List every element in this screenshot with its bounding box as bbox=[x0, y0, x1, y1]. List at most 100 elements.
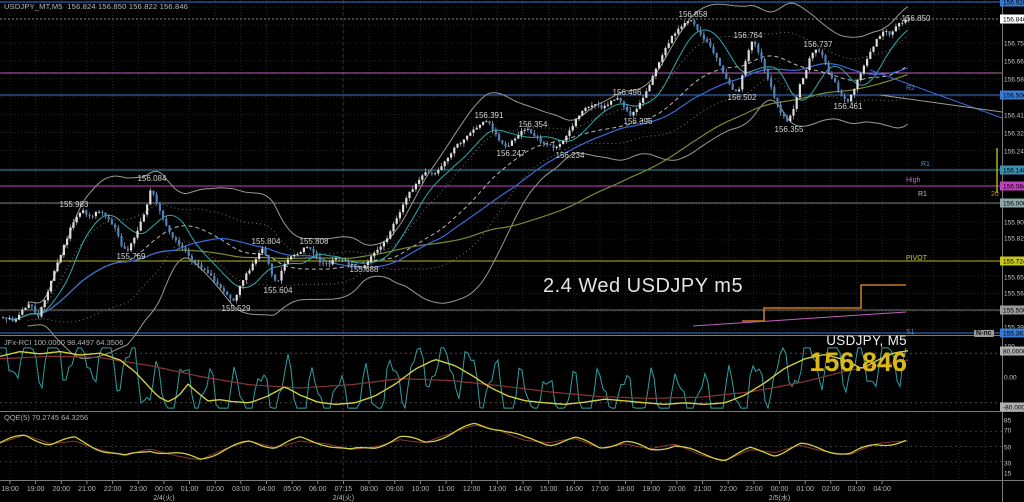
candle-body bbox=[18, 314, 21, 320]
candle-body bbox=[398, 212, 401, 219]
candle-body bbox=[507, 145, 510, 147]
candle-body bbox=[821, 51, 824, 56]
candle-body bbox=[571, 126, 574, 131]
price-axis-highlight-box bbox=[1000, 198, 1024, 208]
candle-body bbox=[219, 284, 222, 289]
qqe-indicator-label: QQE(5) 70.2745 64.3256 bbox=[4, 413, 89, 422]
bollinger-upper-inner bbox=[27, 31, 908, 310]
swing-price-label: 155.983 bbox=[60, 200, 89, 209]
candle-body bbox=[203, 268, 206, 271]
candle-body bbox=[558, 144, 561, 147]
candle-body bbox=[626, 106, 629, 111]
candle-body bbox=[347, 260, 350, 266]
candle-body bbox=[530, 129, 533, 134]
candle-body bbox=[686, 21, 689, 24]
time-axis-label: 20:00 bbox=[668, 486, 686, 493]
candle-body bbox=[706, 39, 709, 42]
bollinger-upper bbox=[27, 2, 908, 304]
price-axis-label: 0.00 bbox=[1004, 375, 1017, 382]
quote-box: USDJPY, M5 156.846 bbox=[809, 333, 907, 376]
price-axis-highlight-value: 155.500 bbox=[1003, 308, 1024, 315]
candle-body bbox=[731, 83, 734, 90]
pivot-side-label: PIVOT bbox=[906, 255, 928, 262]
candle-body bbox=[235, 294, 238, 301]
candle-body bbox=[482, 121, 485, 125]
price-axis-highlight-box bbox=[1000, 328, 1024, 338]
candle-body bbox=[178, 240, 181, 245]
candle-body bbox=[149, 190, 152, 205]
price-axis[interactable]: 156.750 156.665 156.580 156.410 156.325 156.2… bbox=[906, 0, 1024, 478]
time-axis-label: 03:00 bbox=[848, 486, 866, 493]
candle-body bbox=[475, 127, 478, 130]
time-axis-label: 12:00 bbox=[463, 486, 481, 493]
candle-body bbox=[280, 270, 283, 281]
candle-body bbox=[366, 261, 369, 266]
candle-body bbox=[328, 263, 331, 265]
candle-body bbox=[46, 291, 49, 301]
candle-body bbox=[834, 77, 837, 83]
candle-body bbox=[491, 123, 494, 130]
candle-body bbox=[811, 52, 814, 59]
price-axis-highlight-value: 156.846 bbox=[1003, 17, 1024, 24]
candle-body bbox=[370, 256, 373, 262]
candle-body bbox=[350, 264, 353, 266]
candle-body bbox=[533, 133, 536, 137]
time-axis-label: 23:00 bbox=[129, 486, 147, 493]
price-axis-highlight-box bbox=[1000, 402, 1024, 412]
candle-body bbox=[306, 247, 309, 249]
price-axis-label: 156.240 bbox=[1004, 149, 1024, 156]
candle-body bbox=[574, 119, 577, 127]
candle-body bbox=[674, 33, 677, 36]
candle-body bbox=[587, 107, 590, 108]
price-axis-highlight-value: 156.084 bbox=[1003, 184, 1024, 191]
candle-body bbox=[50, 280, 53, 292]
price-axis-highlight-value: 155.361 bbox=[1003, 331, 1024, 338]
candle-body bbox=[245, 273, 248, 281]
candle-body bbox=[677, 28, 680, 34]
time-axis-label: 13:00 bbox=[489, 486, 507, 493]
candle-body bbox=[200, 264, 203, 269]
watermark-label: N-nc bbox=[974, 330, 994, 337]
candle-body bbox=[459, 143, 462, 145]
candle-body bbox=[763, 59, 766, 70]
swing-price-label: 156.502 bbox=[728, 93, 757, 102]
candle-body bbox=[776, 97, 779, 105]
candle-body bbox=[478, 124, 481, 128]
candle-body bbox=[395, 218, 398, 224]
candle-body bbox=[283, 263, 286, 271]
candle-body bbox=[622, 101, 625, 107]
candle-body bbox=[824, 55, 827, 63]
candle-body bbox=[107, 216, 110, 220]
price-axis-label: 155.905 bbox=[1004, 220, 1024, 227]
candle-body bbox=[738, 89, 741, 92]
candle-body bbox=[354, 264, 357, 267]
candle-body bbox=[206, 270, 209, 274]
candle-body bbox=[146, 204, 149, 215]
oscillators-layer bbox=[0, 346, 1002, 463]
price-axis-highlight-box bbox=[1000, 346, 1024, 356]
candle-body bbox=[357, 266, 360, 268]
time-axis[interactable]: 18:00 19:00 20:00 21:00 22:00 23:00 00:00 01:00… bbox=[1, 481, 891, 502]
candle-body bbox=[485, 121, 488, 123]
candle-body bbox=[190, 256, 193, 263]
candle-body bbox=[312, 248, 315, 253]
candle-body bbox=[261, 248, 264, 254]
candle-body bbox=[162, 210, 165, 219]
candle-body bbox=[594, 104, 597, 106]
time-axis-label: 18:00 bbox=[1, 486, 19, 493]
candle-body bbox=[8, 318, 11, 320]
time-axis-label: 18:00 bbox=[617, 486, 635, 493]
swing-price-label: 155.529 bbox=[222, 304, 251, 313]
price-axis-highlight-value: 156.506 bbox=[1003, 93, 1024, 100]
pivot-side-label: R1 bbox=[921, 161, 930, 168]
candle-body bbox=[238, 285, 241, 295]
time-axis-label: 00:00 bbox=[155, 486, 173, 493]
object-line bbox=[742, 284, 906, 322]
candle-body bbox=[837, 82, 840, 91]
date-axis-label: 2/4(火) bbox=[153, 494, 174, 502]
candle-body bbox=[488, 121, 491, 124]
candle-body bbox=[66, 238, 69, 245]
date-axis-label: 2/5(水) bbox=[769, 493, 790, 502]
candle-body bbox=[523, 129, 526, 131]
